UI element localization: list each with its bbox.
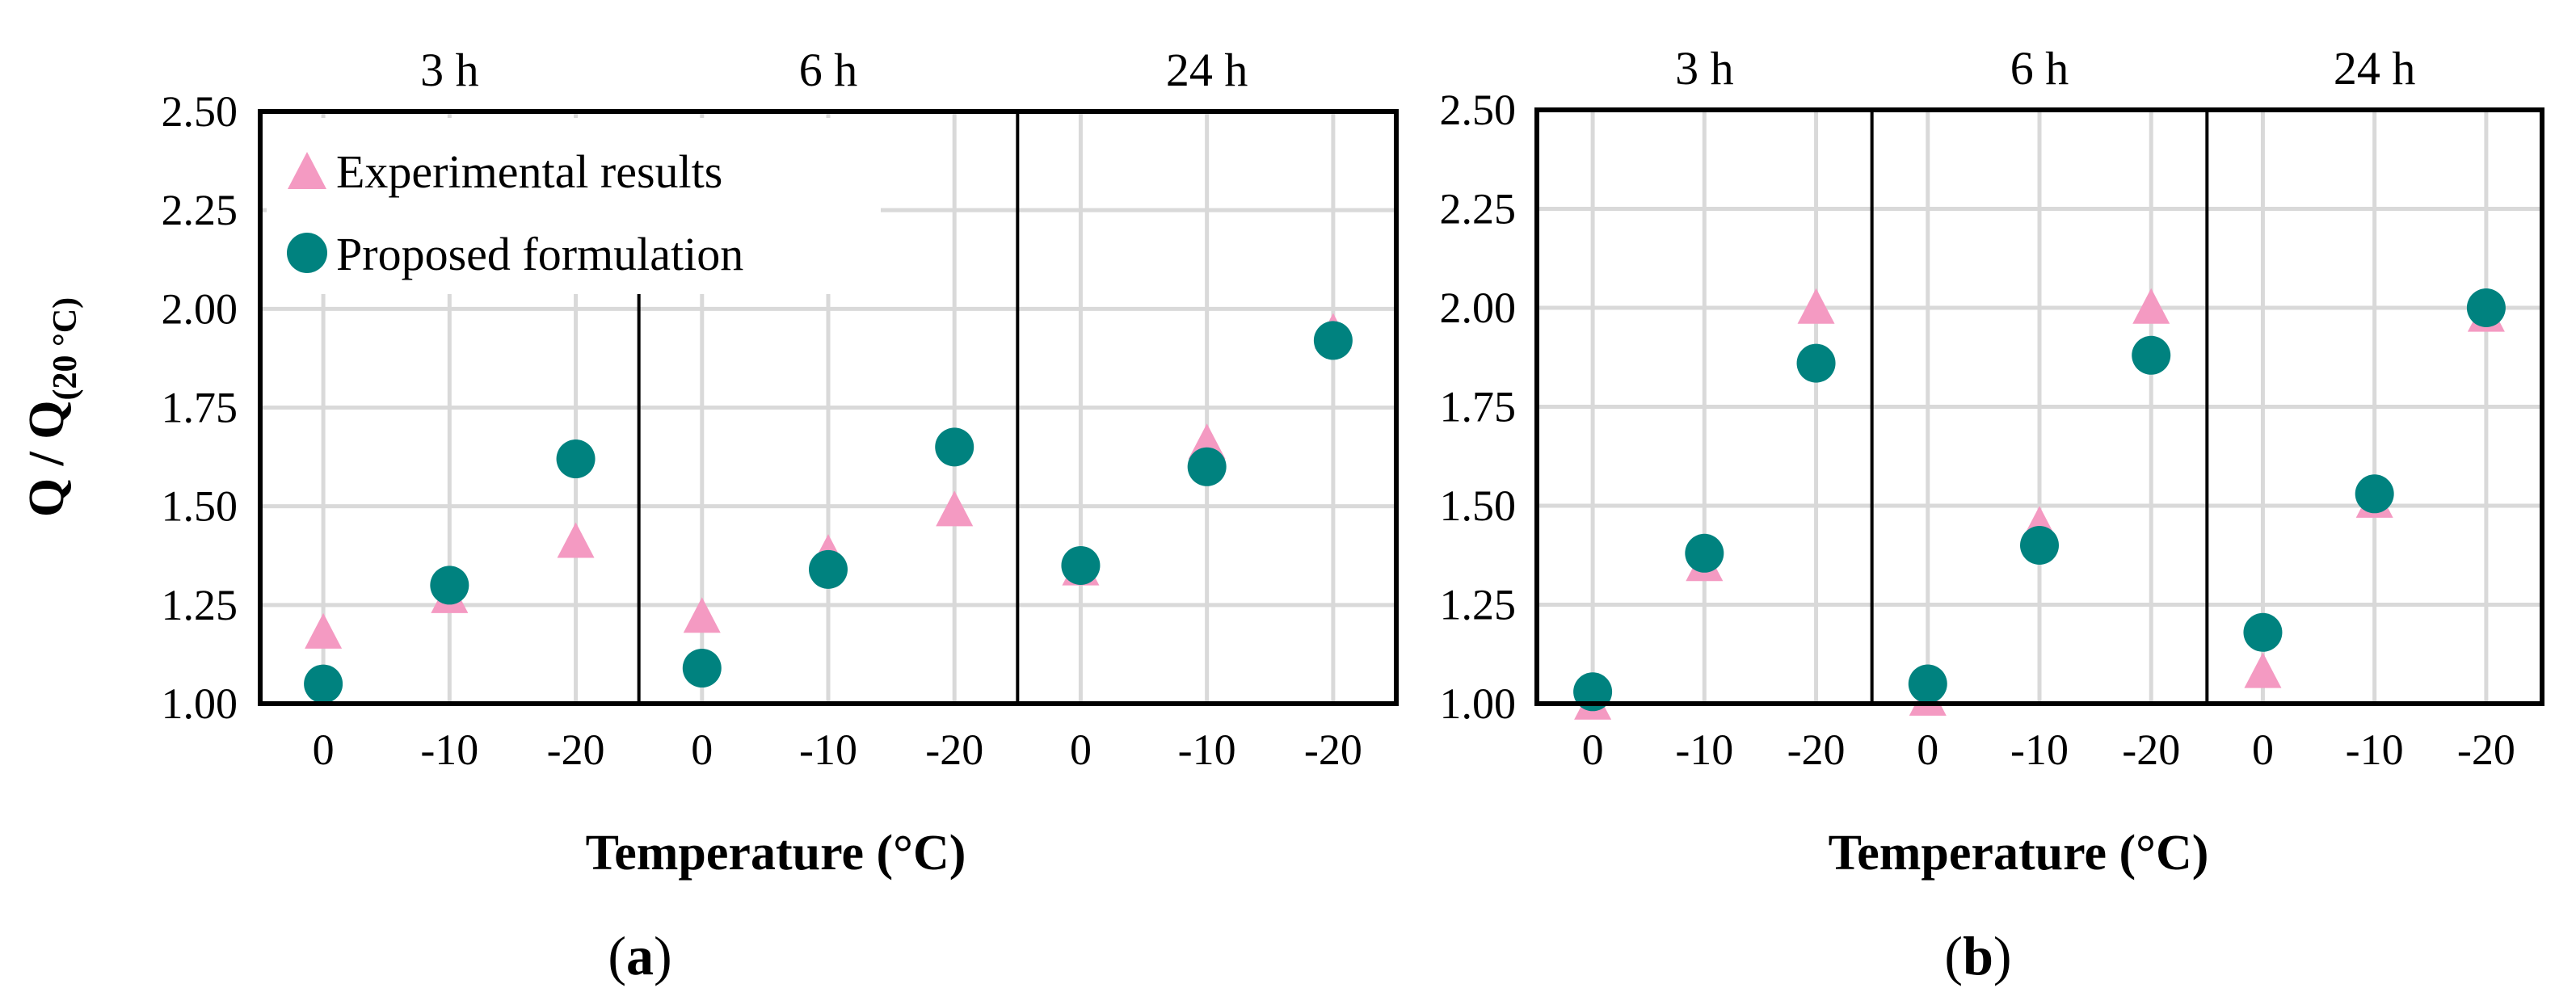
y-tick-label: 2.50 bbox=[162, 87, 238, 136]
plot-frame-a bbox=[258, 109, 1399, 706]
y-tick-label: 2.25 bbox=[162, 186, 238, 234]
x-tick-label: 0 bbox=[691, 725, 713, 774]
y-tick-label: 1.25 bbox=[1440, 581, 1517, 629]
proposed-point bbox=[1313, 321, 1353, 360]
proposed-point bbox=[2243, 612, 2283, 652]
y-tick-labels-a: 1.00 1.25 1.50 1.75 2.00 2.25 2.50 bbox=[162, 87, 238, 728]
y-axis-title-subscript: (20 °C) bbox=[47, 297, 84, 401]
experimental-point bbox=[2244, 652, 2282, 688]
proposed-point bbox=[1908, 664, 1947, 704]
group-label: 3 h bbox=[420, 44, 479, 96]
grid-b bbox=[1537, 110, 2542, 704]
experimental-point bbox=[936, 490, 974, 527]
chart-panel-a: 1.00 1.25 1.50 1.75 2.00 2.25 2.50 0 -10 -20 0 -10… bbox=[19, 44, 1399, 986]
proposed-point bbox=[2355, 474, 2394, 514]
proposed-point bbox=[682, 649, 722, 688]
proposed-point bbox=[2132, 335, 2171, 375]
x-tick-label: -10 bbox=[799, 725, 857, 774]
x-tick-label: -10 bbox=[2346, 725, 2404, 774]
proposed-point bbox=[1061, 545, 1101, 585]
proposed-point bbox=[1796, 343, 1836, 383]
x-tick-labels-b: 0 -10 -20 0 -10 -20 0 -10 -20 bbox=[1582, 725, 2515, 774]
x-tick-label: -10 bbox=[2010, 725, 2069, 774]
proposed-point bbox=[1187, 447, 1227, 486]
x-tick-label: -20 bbox=[2457, 725, 2515, 774]
group-dividers-b bbox=[1870, 110, 2209, 704]
x-tick-labels-a: 0 -10 -20 0 -10 -20 0 -10 -20 bbox=[313, 725, 1362, 774]
data-marks-b bbox=[1573, 288, 2506, 720]
group-dividers-a bbox=[637, 111, 1020, 704]
y-tick-label: 1.00 bbox=[162, 679, 238, 728]
panel-label-a: (a) bbox=[608, 925, 671, 986]
x-tick-label: -10 bbox=[1178, 725, 1236, 774]
panel-label-a-open: ( bbox=[608, 925, 626, 986]
panel-label-b: (b) bbox=[1944, 925, 2011, 986]
proposed-point bbox=[935, 427, 974, 467]
y-tick-label: 2.00 bbox=[162, 284, 238, 333]
x-tick-label: -10 bbox=[420, 725, 478, 774]
x-tick-label: -20 bbox=[925, 725, 983, 774]
experimental-point bbox=[305, 612, 343, 649]
proposed-point bbox=[556, 439, 596, 479]
legend: Experimental results Proposed formulatio… bbox=[267, 118, 881, 294]
panel-label-b-close: ) bbox=[1993, 925, 2012, 986]
experimental-point bbox=[683, 597, 721, 633]
y-tick-label: 1.00 bbox=[1440, 679, 1517, 728]
proposed-point bbox=[430, 566, 469, 605]
proposed-point bbox=[1685, 533, 1724, 573]
y-axis-title-main: Q / Q bbox=[19, 400, 74, 517]
panel-label-b-open: ( bbox=[1944, 925, 1963, 986]
legend-entry-experimental: Experimental results bbox=[336, 145, 722, 198]
y-tick-label: 1.25 bbox=[162, 581, 238, 629]
y-tick-labels-b: 1.00 1.25 1.50 1.75 2.00 2.25 2.50 bbox=[1440, 86, 1517, 728]
x-tick-label: -20 bbox=[547, 725, 605, 774]
legend-background bbox=[267, 118, 881, 294]
legend-circle-icon bbox=[287, 233, 327, 273]
group-label: 3 h bbox=[1675, 42, 1734, 95]
plot-frame-b bbox=[1534, 107, 2544, 706]
y-tick-label: 1.50 bbox=[162, 482, 238, 531]
y-tick-label: 2.50 bbox=[1440, 86, 1517, 134]
x-tick-label: -20 bbox=[1787, 725, 1846, 774]
legend-triangle-icon bbox=[288, 152, 326, 189]
x-tick-label: -20 bbox=[1304, 725, 1362, 774]
chart-panel-b: 1.00 1.25 1.50 1.75 2.00 2.25 2.50 0 -10 -20 0 -10… bbox=[1440, 42, 2544, 986]
proposed-point bbox=[2020, 526, 2059, 565]
group-label: 24 h bbox=[2334, 42, 2416, 95]
y-axis-title: Q / Q(20 °C) bbox=[19, 297, 84, 517]
experimental-point bbox=[557, 522, 595, 558]
group-labels-b: 3 h 6 h 24 h bbox=[1675, 42, 2415, 95]
panel-label-a-close: ) bbox=[654, 925, 672, 986]
x-tick-label: 0 bbox=[1917, 725, 1938, 774]
x-tick-label: 0 bbox=[1582, 725, 1604, 774]
x-tick-label: -10 bbox=[1675, 725, 1733, 774]
proposed-point bbox=[2466, 288, 2506, 327]
y-tick-label: 2.00 bbox=[1440, 284, 1517, 332]
legend-entry-proposed: Proposed formulation bbox=[336, 228, 743, 280]
proposed-point bbox=[809, 549, 848, 589]
experimental-point bbox=[1797, 288, 1835, 324]
data-marks-a bbox=[304, 313, 1353, 704]
panel-label-b-letter: b bbox=[1963, 925, 1993, 986]
y-tick-label: 1.75 bbox=[1440, 383, 1517, 431]
x-tick-label: 0 bbox=[313, 725, 335, 774]
group-label: 24 h bbox=[1166, 44, 1248, 96]
y-tick-label: 2.25 bbox=[1440, 185, 1517, 233]
x-tick-label: 0 bbox=[1070, 725, 1092, 774]
proposed-point bbox=[304, 664, 343, 704]
group-labels-a: 3 h 6 h 24 h bbox=[420, 44, 1248, 96]
x-axis-title-a: Temperature (°C) bbox=[586, 826, 966, 881]
x-axis-title-b: Temperature (°C) bbox=[1829, 826, 2209, 881]
group-label: 6 h bbox=[799, 44, 858, 96]
group-label: 6 h bbox=[2010, 42, 2069, 95]
experimental-point bbox=[2132, 288, 2170, 324]
x-tick-label: -20 bbox=[2122, 725, 2180, 774]
panel-label-a-letter: a bbox=[626, 925, 654, 986]
y-tick-label: 1.50 bbox=[1440, 481, 1517, 530]
x-tick-label: 0 bbox=[2252, 725, 2274, 774]
y-tick-label: 1.75 bbox=[162, 384, 238, 432]
